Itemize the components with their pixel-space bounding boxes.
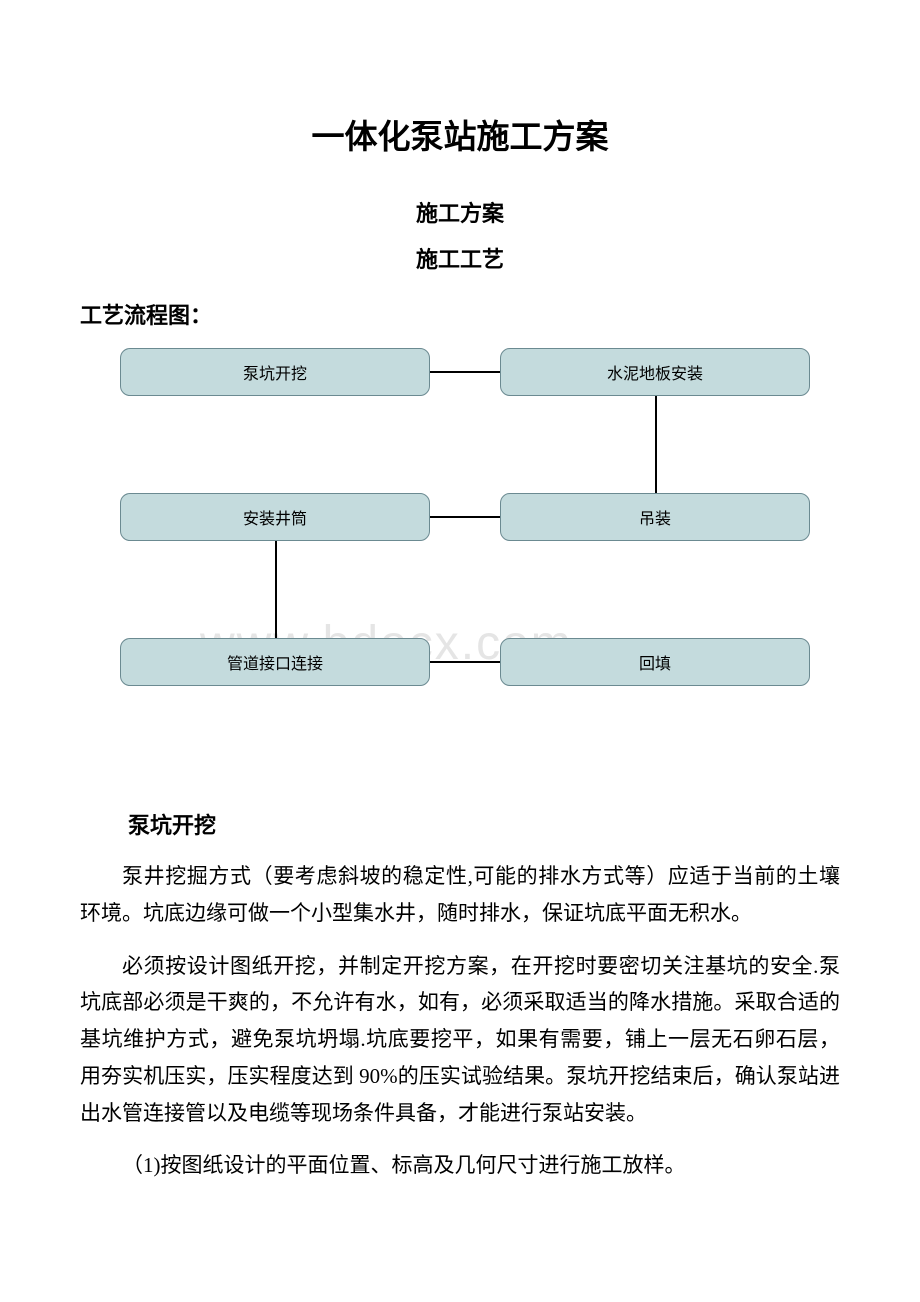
flow-node: 吊装 [500,493,810,541]
paragraph: （1)按图纸设计的平面位置、标高及几何尺寸进行施工放样。 [80,1147,840,1184]
flow-edge [430,516,500,518]
flow-node: 泵坑开挖 [120,348,430,396]
flow-node: 安装井筒 [120,493,430,541]
paragraph: 泵井挖掘方式（要考虑斜坡的稳定性,可能的排水方式等）应适于当前的土壤环境。坑底边… [80,858,840,932]
flow-node: 回填 [500,638,810,686]
subtitle-line-2: 施工工艺 [80,242,840,274]
page-title: 一体化泵站施工方案 [80,110,840,158]
flow-edge [655,396,657,493]
flow-node: 水泥地板安装 [500,348,810,396]
paragraph: 必须按设计图纸开挖，并制定开挖方案，在开挖时要密切关注基坑的安全.泵坑底部必须是… [80,948,840,1132]
flow-edge [430,661,500,663]
subtitle-line-1: 施工方案 [80,196,840,228]
process-flowchart: www.bdocx.com 泵坑开挖水泥地板安装安装井筒吊装管道接口连接回填 [80,348,840,748]
flow-node: 管道接口连接 [120,638,430,686]
flow-edge [275,541,277,638]
section-heading: 泵坑开挖 [128,808,840,840]
section-label: 工艺流程图： [80,298,840,330]
flow-edge [430,371,500,373]
